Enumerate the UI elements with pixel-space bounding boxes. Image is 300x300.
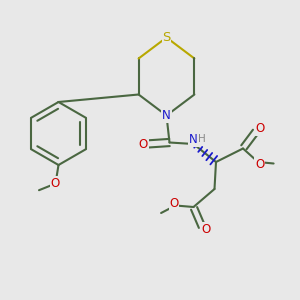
Text: H: H: [198, 134, 206, 145]
Text: O: O: [139, 137, 148, 151]
Text: O: O: [255, 122, 264, 135]
Text: N: N: [189, 133, 198, 146]
Text: S: S: [162, 31, 171, 44]
Text: O: O: [51, 177, 60, 190]
Text: N: N: [162, 109, 171, 122]
Text: O: O: [201, 223, 210, 236]
Text: O: O: [169, 197, 178, 210]
Text: O: O: [255, 158, 264, 171]
